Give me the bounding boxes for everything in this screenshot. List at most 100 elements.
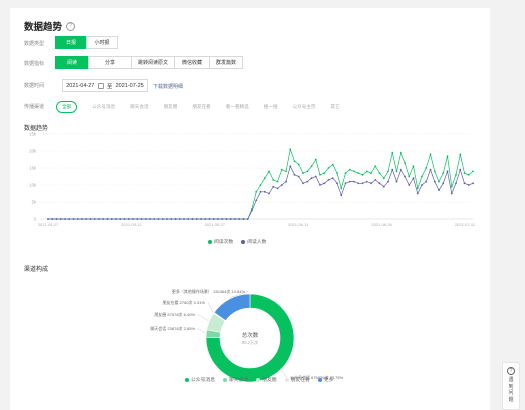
data-point — [157, 218, 160, 220]
data-point — [429, 153, 432, 156]
source-tab-moments[interactable]: 朋友圈 — [163, 104, 178, 109]
source-tab-official-msg[interactable]: 公众号消息 — [92, 104, 116, 109]
data-point — [280, 168, 283, 171]
source-tab-homepage[interactable]: 公众号主页 — [292, 104, 316, 109]
data-point — [378, 182, 381, 185]
date-start: 2021-04-27 — [66, 82, 95, 89]
data-point — [310, 177, 313, 180]
data-point — [433, 180, 436, 183]
data-point — [183, 218, 185, 220]
data-point — [144, 218, 147, 220]
source-legend-item[interactable]: 朋友在看 — [284, 376, 310, 383]
source-channel-label: 传播渠道 — [24, 104, 45, 110]
date-range-picker[interactable]: 2021-04-27 至 2021-07-25 — [62, 79, 148, 92]
trend-line-chart: 0 5k 10k 15k 20k 25k 2021-04-27 2021-05-12 2021-… — [29, 132, 476, 228]
legend-item-reads[interactable]: 阅读次数 — [208, 238, 233, 245]
data-point — [259, 190, 262, 193]
download-detail-link[interactable]: 下载数据明细 — [153, 84, 184, 90]
source-legend-item[interactable]: 朋友圈 — [256, 376, 277, 383]
source-legend-label: 公众号消息 — [191, 378, 215, 383]
legend-dot-icon — [241, 239, 246, 244]
data-point — [85, 218, 88, 220]
data-point — [297, 175, 300, 178]
data-point — [178, 218, 181, 220]
data-point — [314, 175, 317, 178]
legend-label-readers: 阅读人数 — [247, 240, 267, 245]
legend-dot-icon — [317, 377, 322, 382]
data-point — [408, 184, 411, 186]
data-point — [463, 182, 466, 185]
data-point — [93, 218, 96, 220]
data-point — [387, 180, 389, 183]
source-tab-all[interactable]: 全部 — [56, 101, 78, 113]
source-donut-chart: 公众号会话 675959次 73.75% 聊天会话 23876次 2.65% 朋友圈… — [150, 288, 344, 383]
metric-option-posts[interactable]: 群发篇数 — [209, 56, 243, 69]
data-point — [408, 175, 411, 178]
data-point — [336, 182, 338, 185]
source-tab-chat[interactable]: 聊天会话 — [130, 104, 149, 109]
data-point — [195, 218, 198, 220]
source-legend-item[interactable]: 更多 — [317, 376, 333, 383]
legend-item-readers[interactable]: 阅读人数 — [241, 238, 266, 245]
data-point — [68, 218, 71, 220]
help-float-label: 遇到问题 — [508, 377, 514, 403]
data-point — [382, 177, 385, 180]
data-point — [263, 190, 266, 193]
leader-line — [229, 291, 249, 299]
x-tick-label: 2021-04-27 — [38, 222, 59, 227]
data-point — [59, 218, 62, 220]
source-tab-top-stories[interactable]: 看一看精选 — [225, 104, 249, 109]
calendar-icon — [97, 82, 104, 89]
data-point — [289, 148, 292, 151]
data-point — [446, 170, 449, 173]
data-point — [212, 218, 215, 220]
data-point — [204, 218, 207, 220]
data-point — [47, 218, 49, 220]
data-point — [425, 180, 428, 183]
data-point — [378, 172, 381, 175]
data-point — [370, 172, 372, 175]
data-time-label: 数据时间 — [24, 83, 45, 89]
data-point — [221, 218, 224, 220]
data-point — [302, 172, 304, 175]
help-float-button[interactable]: ? 遇到问题 — [502, 362, 520, 410]
data-point — [280, 184, 283, 186]
data-point — [127, 218, 130, 220]
data-point — [200, 218, 202, 220]
donut-center-label: 总次数 — [242, 331, 259, 339]
source-legend-item[interactable]: 公众号消息 — [185, 376, 215, 383]
data-point — [387, 170, 389, 173]
data-point — [115, 218, 117, 220]
x-tick-label: 2021-05-27 — [205, 222, 226, 227]
data-point — [348, 180, 351, 183]
data-point — [98, 218, 100, 220]
data-point — [297, 163, 300, 166]
question-circle-icon[interactable]: ? — [66, 21, 76, 31]
data-point — [331, 177, 334, 180]
x-tick-label: 2021-06-11 — [288, 222, 309, 227]
source-tab-friends-viewing[interactable]: 朋友在看 — [192, 104, 211, 109]
source-tab-search[interactable]: 搜一搜 — [263, 104, 278, 109]
data-point — [263, 177, 266, 180]
data-point — [327, 179, 330, 181]
data-point — [272, 185, 275, 188]
data-point — [323, 172, 326, 175]
data-point — [276, 180, 279, 183]
page-header: 数据趋势 ? — [24, 19, 76, 33]
source-tab-other[interactable]: 其它 — [330, 104, 340, 109]
data-point — [425, 167, 428, 169]
metric-option-read[interactable]: 阅读 — [55, 56, 89, 69]
leader-line — [197, 328, 206, 334]
data-point — [268, 170, 270, 173]
data-point — [229, 218, 232, 220]
donut-slice-0 — [205, 293, 295, 383]
data-point — [238, 218, 241, 220]
data-point — [76, 218, 79, 220]
source-legend-item[interactable]: 聊天会话 — [223, 376, 248, 383]
data-point — [293, 160, 296, 163]
data-point — [285, 180, 287, 183]
type-option-hourly[interactable]: 小时报 — [86, 36, 118, 49]
data-point — [55, 218, 58, 220]
data-point — [353, 180, 355, 183]
data-point — [348, 168, 351, 171]
